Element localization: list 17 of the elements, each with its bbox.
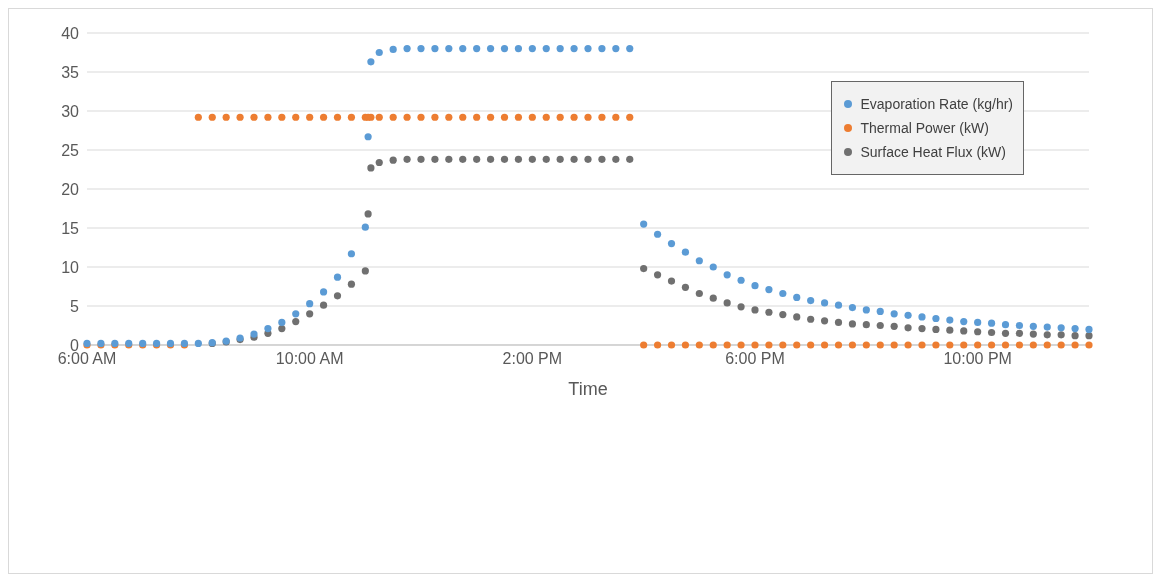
- x-tick-label: 6:00 AM: [57, 350, 117, 368]
- y-tick-label: 40: [61, 24, 80, 42]
- legend-label: Thermal Power (kW): [860, 120, 989, 136]
- y-tick-label: 20: [61, 180, 80, 198]
- y-tick-label: 25: [61, 141, 80, 159]
- x-tick-label: 6:00 PM: [725, 350, 785, 368]
- x-tick-label: 10:00 PM: [943, 350, 1012, 368]
- y-tick-label: 30: [61, 102, 80, 120]
- x-tick-label: 2:00 PM: [502, 350, 563, 368]
- y-tick-label: 15: [61, 219, 80, 237]
- y-tick-label: 35: [61, 63, 80, 81]
- x-axis-title: Time: [568, 379, 608, 399]
- y-tick-label: 10: [61, 258, 80, 276]
- y-tick-label: 5: [70, 297, 80, 315]
- x-tick-label: 10:00 AM: [275, 350, 344, 368]
- legend-label: Surface Heat Flux (kW): [860, 144, 1006, 160]
- legend-label: Evaporation Rate (kg/hr): [860, 96, 1013, 112]
